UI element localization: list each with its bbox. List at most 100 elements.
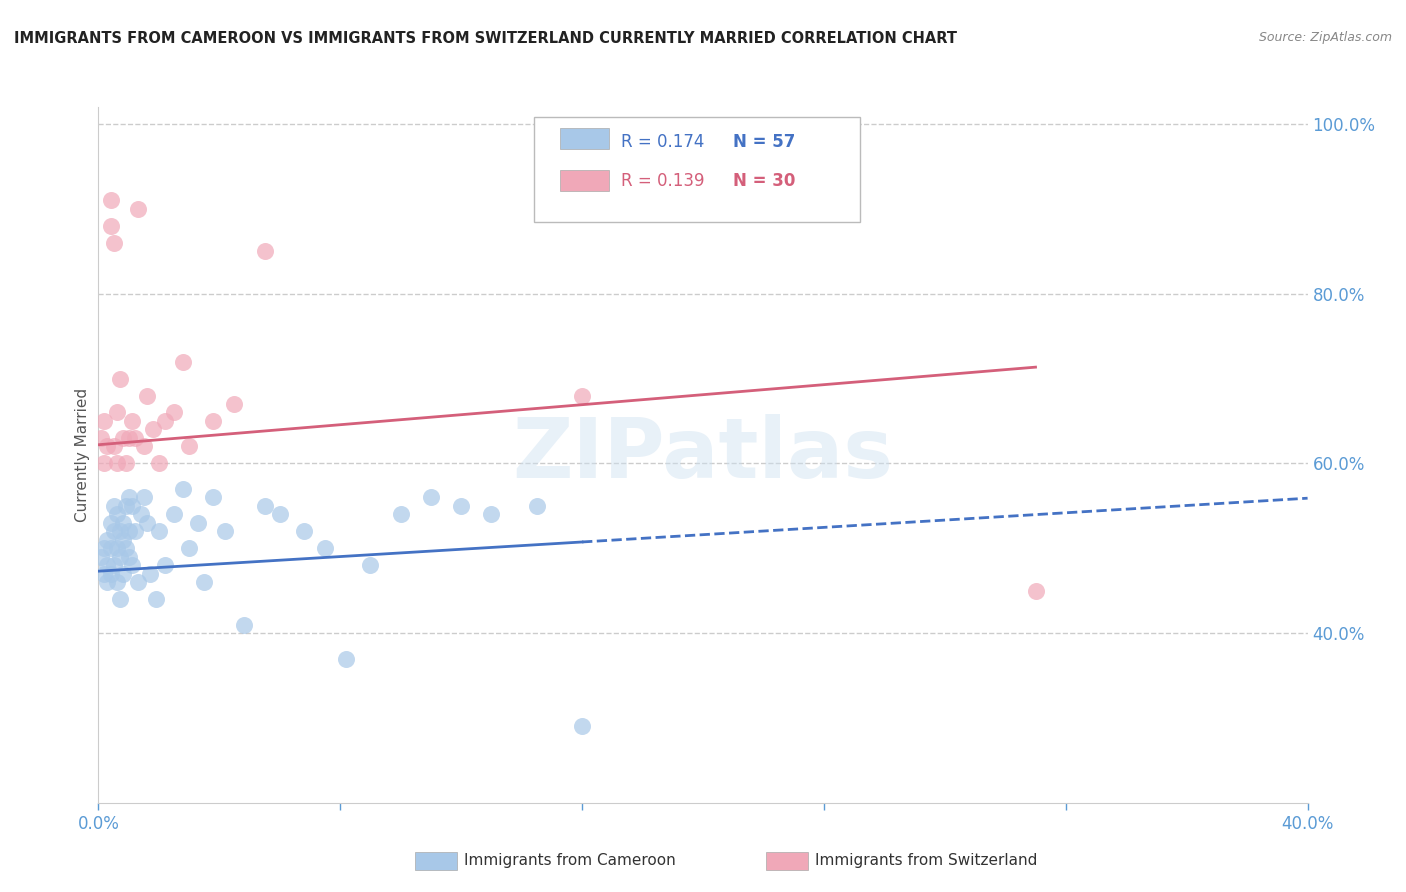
Point	[100, 566, 122, 581]
Point	[202, 491, 225, 505]
Point	[153, 558, 176, 573]
Point	[148, 457, 170, 471]
Text: N = 57: N = 57	[734, 133, 796, 151]
Point	[108, 592, 131, 607]
Point	[172, 354, 194, 368]
Point	[127, 202, 149, 216]
Point	[103, 499, 125, 513]
Point	[360, 558, 382, 573]
Point	[571, 719, 593, 733]
Text: R = 0.139: R = 0.139	[621, 172, 704, 190]
Point	[420, 491, 443, 505]
Point	[93, 457, 115, 471]
Point	[90, 431, 112, 445]
Point	[193, 575, 215, 590]
Point	[105, 508, 128, 522]
FancyBboxPatch shape	[561, 169, 609, 191]
Point	[90, 549, 112, 564]
Point	[335, 651, 357, 665]
Point	[450, 499, 472, 513]
Point	[135, 388, 157, 402]
Point	[108, 371, 131, 385]
Point	[103, 235, 125, 250]
Point	[105, 541, 128, 556]
Point	[172, 482, 194, 496]
Point	[100, 516, 122, 530]
Point	[103, 524, 125, 539]
Point	[269, 508, 291, 522]
Point	[118, 491, 141, 505]
Point	[571, 388, 593, 402]
Point	[108, 549, 131, 564]
Point	[145, 592, 167, 607]
Point	[108, 524, 131, 539]
FancyBboxPatch shape	[534, 118, 860, 222]
Point	[132, 491, 155, 505]
Point	[202, 414, 225, 428]
Point	[121, 499, 143, 513]
Text: N = 30: N = 30	[734, 172, 796, 190]
Point	[118, 524, 141, 539]
Point	[139, 566, 162, 581]
Point	[96, 575, 118, 590]
Point	[96, 558, 118, 573]
Point	[127, 575, 149, 590]
Point	[224, 397, 246, 411]
Point	[179, 439, 201, 453]
Point	[124, 524, 146, 539]
Point	[1024, 583, 1046, 598]
Point	[111, 431, 134, 445]
Point	[124, 431, 146, 445]
Text: Immigrants from Cameroon: Immigrants from Cameroon	[464, 854, 676, 868]
Text: IMMIGRANTS FROM CAMEROON VS IMMIGRANTS FROM SWITZERLAND CURRENTLY MARRIED CORREL: IMMIGRANTS FROM CAMEROON VS IMMIGRANTS F…	[14, 31, 957, 46]
Point	[163, 405, 186, 419]
Point	[103, 558, 125, 573]
Point	[105, 575, 128, 590]
Y-axis label: Currently Married: Currently Married	[75, 388, 90, 522]
Text: R = 0.174: R = 0.174	[621, 133, 704, 151]
Point	[111, 516, 134, 530]
Point	[214, 524, 236, 539]
Point	[114, 499, 136, 513]
Point	[100, 219, 122, 233]
Text: ZIPatlas: ZIPatlas	[513, 415, 893, 495]
Point	[153, 414, 176, 428]
Point	[93, 541, 115, 556]
Text: Source: ZipAtlas.com: Source: ZipAtlas.com	[1258, 31, 1392, 45]
Point	[105, 457, 128, 471]
Point	[121, 558, 143, 573]
Point	[292, 524, 315, 539]
Point	[96, 533, 118, 547]
Point	[114, 457, 136, 471]
Point	[93, 566, 115, 581]
Point	[100, 541, 122, 556]
Point	[129, 508, 152, 522]
Point	[163, 508, 186, 522]
Point	[187, 516, 209, 530]
Point	[481, 508, 503, 522]
Point	[111, 533, 134, 547]
Point	[253, 499, 276, 513]
Point	[121, 414, 143, 428]
Point	[93, 414, 115, 428]
Point	[314, 541, 336, 556]
Point	[105, 405, 128, 419]
Point	[118, 431, 141, 445]
Point	[142, 422, 165, 436]
Point	[100, 194, 122, 208]
Point	[135, 516, 157, 530]
Point	[111, 566, 134, 581]
Point	[253, 244, 276, 259]
Point	[103, 439, 125, 453]
Point	[526, 499, 548, 513]
FancyBboxPatch shape	[561, 128, 609, 149]
Point	[96, 439, 118, 453]
Point	[132, 439, 155, 453]
Point	[179, 541, 201, 556]
Text: Immigrants from Switzerland: Immigrants from Switzerland	[815, 854, 1038, 868]
Point	[114, 541, 136, 556]
Point	[389, 508, 412, 522]
Point	[118, 549, 141, 564]
Point	[232, 617, 254, 632]
Point	[148, 524, 170, 539]
